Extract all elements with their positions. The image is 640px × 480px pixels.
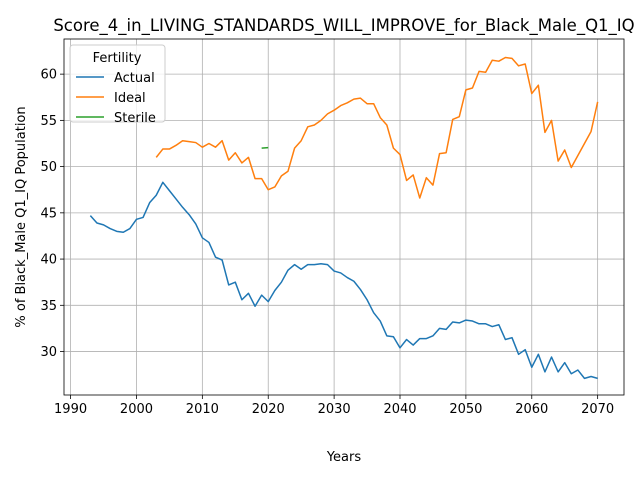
y-tick-label: 60 (40, 68, 57, 83)
x-tick-label: 2040 (383, 402, 416, 417)
x-tick-label: 2060 (515, 402, 548, 417)
x-tick-label: 2070 (581, 402, 614, 417)
x-tick-label: 2020 (252, 402, 285, 417)
x-tick-label: 2010 (186, 402, 219, 417)
x-tick-label: 2030 (318, 402, 351, 417)
grid-lines (64, 39, 624, 395)
x-tick-label: 2050 (449, 402, 482, 417)
legend-label-ideal: Ideal (114, 91, 146, 106)
x-tick-label: 2000 (120, 402, 153, 417)
x-tick-label: 1990 (54, 402, 87, 417)
legend-label-actual: Actual (114, 71, 155, 86)
legend-label-sterile: Sterile (114, 111, 156, 126)
x-axis-label: Years (326, 450, 362, 465)
y-axis: 30 35 40 45 50 55 60 (40, 68, 64, 360)
y-tick-label: 40 (40, 253, 57, 268)
legend-entries: Actual Ideal Sterile (76, 71, 156, 126)
y-axis-label: % of Black_Male Q1_IQ Population (14, 106, 29, 327)
legend-title: Fertility (93, 51, 142, 66)
legend-box (69, 44, 166, 123)
chart-title: Score_4_in_LIVING_STANDARDS_WILL_IMPROVE… (53, 16, 634, 36)
legend: Fertility Actual Ideal Sterile (69, 44, 166, 126)
y-tick-label: 55 (40, 114, 57, 129)
y-tick-label: 50 (40, 160, 57, 175)
series-line-actual (89, 181, 598, 380)
y-tick-label: 45 (40, 206, 57, 221)
x-axis: 1990 2000 2010 2020 2030 2040 2050 2060 2070 (54, 395, 614, 417)
y-tick-label: 30 (40, 345, 57, 360)
plot-frame (63, 38, 625, 396)
series-line-ideal (155, 56, 599, 199)
y-tick-label: 35 (40, 299, 57, 314)
series-lines (89, 56, 599, 380)
